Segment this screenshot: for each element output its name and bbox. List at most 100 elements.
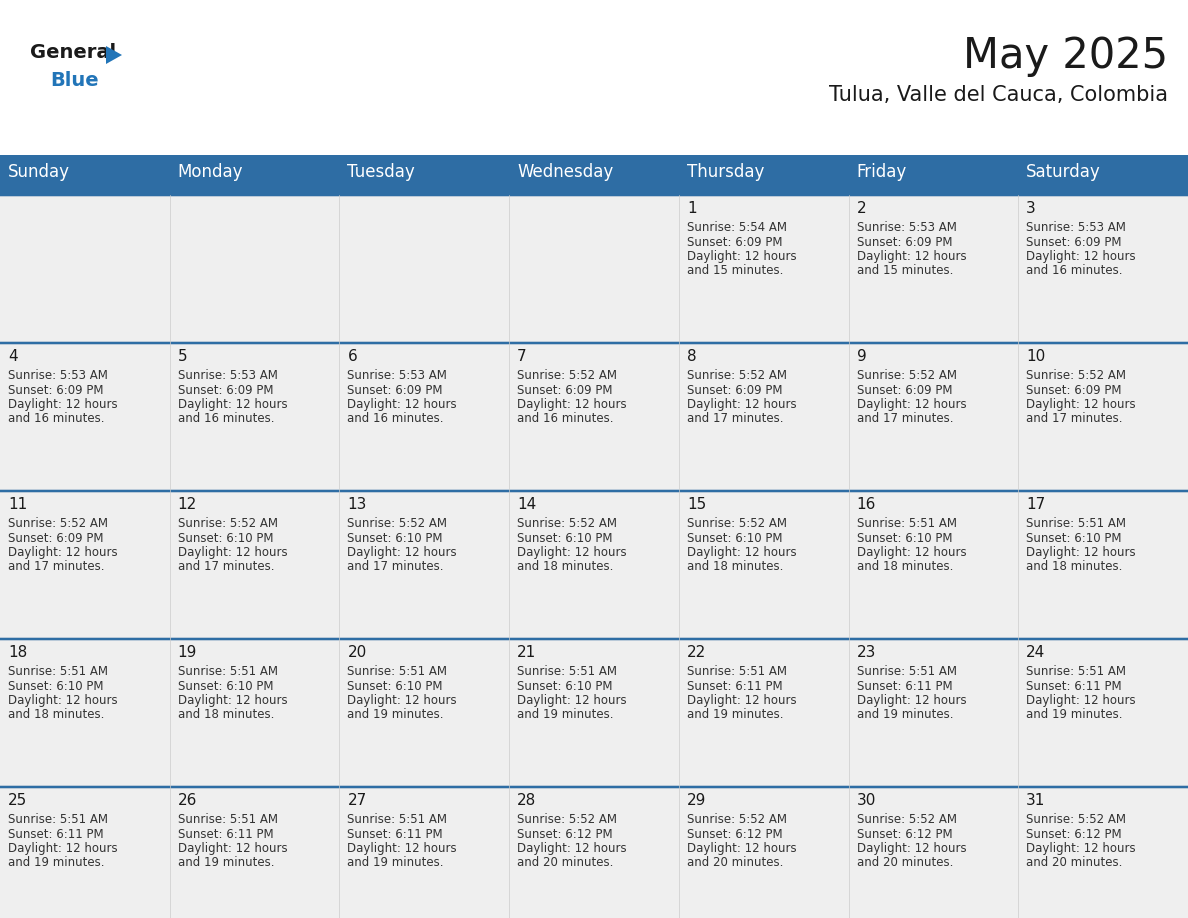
Text: Sunset: 6:10 PM: Sunset: 6:10 PM xyxy=(517,679,613,692)
Bar xyxy=(1018,491,1188,639)
Text: Daylight: 12 hours: Daylight: 12 hours xyxy=(857,398,966,411)
Text: Daylight: 12 hours: Daylight: 12 hours xyxy=(687,398,796,411)
Text: 9: 9 xyxy=(857,349,866,364)
Text: Daylight: 12 hours: Daylight: 12 hours xyxy=(178,546,287,559)
Text: and 16 minutes.: and 16 minutes. xyxy=(8,412,105,426)
Text: Saturday: Saturday xyxy=(1026,163,1101,181)
Text: 28: 28 xyxy=(517,793,537,808)
Bar xyxy=(678,343,848,491)
Text: and 19 minutes.: and 19 minutes. xyxy=(687,709,783,722)
Text: and 18 minutes.: and 18 minutes. xyxy=(687,561,783,574)
Text: and 19 minutes.: and 19 minutes. xyxy=(1026,709,1123,722)
Text: 15: 15 xyxy=(687,497,706,512)
Text: Daylight: 12 hours: Daylight: 12 hours xyxy=(857,842,966,855)
Text: Daylight: 12 hours: Daylight: 12 hours xyxy=(1026,398,1136,411)
Text: and 20 minutes.: and 20 minutes. xyxy=(687,856,783,869)
Text: and 19 minutes.: and 19 minutes. xyxy=(8,856,105,869)
Bar xyxy=(340,343,510,491)
Text: and 15 minutes.: and 15 minutes. xyxy=(687,264,783,277)
Text: 20: 20 xyxy=(347,645,367,660)
Bar xyxy=(1018,343,1188,491)
Bar xyxy=(0,491,170,639)
Text: Tuesday: Tuesday xyxy=(347,163,415,181)
Text: Sunset: 6:11 PM: Sunset: 6:11 PM xyxy=(857,679,953,692)
Text: Daylight: 12 hours: Daylight: 12 hours xyxy=(347,398,457,411)
Bar xyxy=(0,343,170,491)
Text: Tulua, Valle del Cauca, Colombia: Tulua, Valle del Cauca, Colombia xyxy=(829,85,1168,105)
Text: Sunday: Sunday xyxy=(8,163,70,181)
Text: and 17 minutes.: and 17 minutes. xyxy=(687,412,783,426)
Text: Sunset: 6:09 PM: Sunset: 6:09 PM xyxy=(8,532,103,544)
Text: Daylight: 12 hours: Daylight: 12 hours xyxy=(347,694,457,707)
Text: Sunset: 6:09 PM: Sunset: 6:09 PM xyxy=(857,384,952,397)
Bar xyxy=(170,787,340,918)
Text: and 19 minutes.: and 19 minutes. xyxy=(857,709,953,722)
Text: Sunrise: 5:53 AM: Sunrise: 5:53 AM xyxy=(1026,221,1126,234)
Text: Daylight: 12 hours: Daylight: 12 hours xyxy=(8,694,118,707)
Text: 31: 31 xyxy=(1026,793,1045,808)
Text: Sunrise: 5:51 AM: Sunrise: 5:51 AM xyxy=(178,813,278,826)
Text: General: General xyxy=(30,43,116,62)
Text: 4: 4 xyxy=(8,349,18,364)
Text: 19: 19 xyxy=(178,645,197,660)
Bar xyxy=(510,787,678,918)
Text: Sunrise: 5:51 AM: Sunrise: 5:51 AM xyxy=(857,517,956,530)
Text: Sunset: 6:10 PM: Sunset: 6:10 PM xyxy=(857,532,952,544)
Bar xyxy=(340,787,510,918)
Bar xyxy=(0,787,170,918)
Bar xyxy=(1018,787,1188,918)
Text: and 20 minutes.: and 20 minutes. xyxy=(517,856,613,869)
Text: Daylight: 12 hours: Daylight: 12 hours xyxy=(1026,250,1136,263)
Text: Sunrise: 5:51 AM: Sunrise: 5:51 AM xyxy=(8,813,108,826)
Text: 21: 21 xyxy=(517,645,537,660)
Text: Sunset: 6:09 PM: Sunset: 6:09 PM xyxy=(8,384,103,397)
Text: 2: 2 xyxy=(857,201,866,216)
Text: 11: 11 xyxy=(8,497,27,512)
Text: Sunset: 6:12 PM: Sunset: 6:12 PM xyxy=(517,827,613,841)
Text: Sunrise: 5:51 AM: Sunrise: 5:51 AM xyxy=(1026,665,1126,678)
Text: Sunrise: 5:51 AM: Sunrise: 5:51 AM xyxy=(347,665,448,678)
Text: Sunrise: 5:51 AM: Sunrise: 5:51 AM xyxy=(687,665,786,678)
Text: Daylight: 12 hours: Daylight: 12 hours xyxy=(687,694,796,707)
Text: Monday: Monday xyxy=(178,163,244,181)
Text: Sunrise: 5:52 AM: Sunrise: 5:52 AM xyxy=(1026,369,1126,382)
Text: Sunrise: 5:51 AM: Sunrise: 5:51 AM xyxy=(347,813,448,826)
Text: Daylight: 12 hours: Daylight: 12 hours xyxy=(517,546,627,559)
Text: Sunrise: 5:52 AM: Sunrise: 5:52 AM xyxy=(517,517,617,530)
Text: Thursday: Thursday xyxy=(687,163,764,181)
Text: Sunset: 6:12 PM: Sunset: 6:12 PM xyxy=(1026,827,1121,841)
Text: 3: 3 xyxy=(1026,201,1036,216)
Text: Daylight: 12 hours: Daylight: 12 hours xyxy=(8,842,118,855)
Text: Sunset: 6:10 PM: Sunset: 6:10 PM xyxy=(687,532,783,544)
Bar xyxy=(170,491,340,639)
Text: Daylight: 12 hours: Daylight: 12 hours xyxy=(517,842,627,855)
Text: Sunset: 6:09 PM: Sunset: 6:09 PM xyxy=(178,384,273,397)
Text: Sunset: 6:09 PM: Sunset: 6:09 PM xyxy=(347,384,443,397)
Text: Sunrise: 5:52 AM: Sunrise: 5:52 AM xyxy=(857,369,956,382)
Text: 1: 1 xyxy=(687,201,696,216)
Bar xyxy=(510,639,678,787)
Text: 29: 29 xyxy=(687,793,706,808)
Text: 12: 12 xyxy=(178,497,197,512)
Bar xyxy=(1018,195,1188,343)
Text: and 17 minutes.: and 17 minutes. xyxy=(178,561,274,574)
Text: Sunrise: 5:52 AM: Sunrise: 5:52 AM xyxy=(687,813,786,826)
Text: and 19 minutes.: and 19 minutes. xyxy=(347,709,444,722)
Bar xyxy=(848,195,1018,343)
Text: Sunset: 6:11 PM: Sunset: 6:11 PM xyxy=(1026,679,1121,692)
Text: and 20 minutes.: and 20 minutes. xyxy=(857,856,953,869)
Text: and 20 minutes.: and 20 minutes. xyxy=(1026,856,1123,869)
Bar xyxy=(678,787,848,918)
Text: Sunrise: 5:52 AM: Sunrise: 5:52 AM xyxy=(178,517,278,530)
Text: 7: 7 xyxy=(517,349,526,364)
Text: 26: 26 xyxy=(178,793,197,808)
Text: Sunset: 6:11 PM: Sunset: 6:11 PM xyxy=(8,827,103,841)
Bar xyxy=(0,155,1188,195)
Text: 23: 23 xyxy=(857,645,876,660)
Text: Daylight: 12 hours: Daylight: 12 hours xyxy=(8,398,118,411)
Text: and 19 minutes.: and 19 minutes. xyxy=(517,709,614,722)
Text: Sunset: 6:10 PM: Sunset: 6:10 PM xyxy=(1026,532,1121,544)
Text: and 17 minutes.: and 17 minutes. xyxy=(857,412,953,426)
Text: Daylight: 12 hours: Daylight: 12 hours xyxy=(687,842,796,855)
Text: Sunset: 6:10 PM: Sunset: 6:10 PM xyxy=(347,679,443,692)
